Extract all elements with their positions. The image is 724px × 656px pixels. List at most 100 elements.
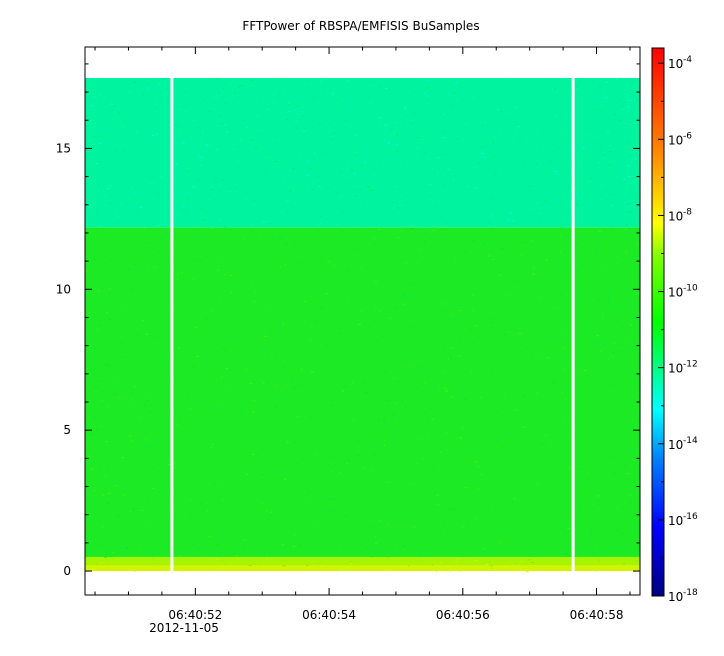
texture-cell: [473, 167, 477, 169]
texture-cell: [123, 121, 126, 123]
texture-cell: [479, 536, 482, 538]
texture-cell: [90, 468, 93, 470]
texture-cell: [451, 253, 454, 255]
texture-cell: [189, 513, 193, 515]
texture-cell: [92, 416, 96, 418]
texture-cell: [637, 242, 640, 244]
texture-cell: [522, 395, 526, 397]
texture-cell: [508, 385, 511, 387]
texture-cell: [377, 418, 380, 420]
texture-cell: [238, 243, 241, 245]
texture-cell: [351, 161, 353, 163]
texture-cell: [88, 404, 89, 406]
texture-cell: [500, 111, 503, 112]
texture-cell: [530, 405, 534, 407]
texture-cell: [518, 181, 520, 183]
texture-cell: [308, 168, 311, 169]
texture-cell: [637, 340, 640, 341]
texture-cell: [281, 542, 283, 544]
texture-cell: [442, 172, 445, 174]
texture-cell: [266, 510, 268, 512]
texture-cell: [621, 105, 624, 107]
texture-cell: [383, 423, 386, 425]
texture-cell: [526, 489, 530, 491]
texture-cell: [543, 470, 545, 472]
texture-cell: [392, 239, 394, 240]
texture-cell: [396, 237, 400, 239]
texture-cell: [125, 279, 128, 281]
texture-cell: [379, 161, 381, 163]
texture-cell: [562, 369, 565, 371]
texture-cell: [532, 273, 536, 275]
texture-cell: [484, 197, 487, 199]
texture-cell: [404, 549, 406, 551]
texture-cell: [463, 441, 465, 443]
texture-cell: [592, 371, 596, 373]
texture-cell: [243, 174, 247, 176]
texture-cell: [308, 549, 312, 551]
texture-cell: [119, 162, 122, 164]
texture-cell: [563, 347, 567, 349]
texture-cell: [628, 99, 632, 101]
texture-cell: [128, 284, 131, 285]
texture-cell: [121, 203, 124, 205]
texture-cell: [355, 135, 358, 137]
texture-cell: [283, 191, 285, 193]
texture-cell: [570, 205, 572, 207]
texture-cell: [589, 121, 592, 123]
texture-cell: [201, 400, 204, 402]
texture-cell: [151, 199, 154, 201]
texture-cell: [309, 340, 312, 341]
texture-cell: [331, 116, 335, 118]
texture-cell: [218, 184, 220, 186]
texture-cell: [111, 378, 115, 379]
texture-cell: [195, 305, 198, 307]
texture-cell: [616, 492, 618, 494]
texture-cell: [633, 315, 636, 317]
texture-cell: [394, 544, 397, 546]
texture-cell: [346, 80, 350, 82]
texture-cell: [85, 223, 88, 225]
texture-cell: [407, 261, 409, 263]
texture-cell: [105, 441, 108, 443]
y-tick-label: 15: [56, 141, 71, 155]
texture-cell: [362, 381, 364, 383]
texture-cell: [370, 267, 373, 268]
texture-cell: [255, 147, 257, 149]
texture-cell: [471, 294, 475, 296]
texture-cell: [254, 91, 256, 93]
texture-cell: [178, 108, 181, 110]
texture-cell: [541, 389, 545, 391]
texture-cell: [557, 199, 559, 201]
texture-cell: [284, 149, 287, 151]
texture-cell: [341, 501, 343, 503]
texture-cell: [145, 393, 148, 395]
texture-cell: [221, 88, 225, 90]
texture-cell: [136, 149, 138, 151]
texture-cell: [136, 438, 139, 440]
texture-cell: [236, 541, 238, 543]
texture-cell: [561, 110, 563, 112]
texture-cell: [123, 472, 125, 474]
texture-cell: [406, 115, 408, 117]
texture-cell: [471, 103, 473, 105]
y-tick-label: 0: [63, 564, 71, 578]
texture-cell: [441, 218, 444, 220]
texture-cell: [418, 500, 420, 501]
texture-cell: [436, 201, 440, 203]
texture-cell: [163, 529, 165, 531]
texture-cell: [112, 552, 116, 554]
texture-cell: [205, 144, 209, 146]
texture-cell: [108, 190, 110, 192]
texture-cell: [628, 480, 632, 482]
texture-cell: [507, 345, 509, 347]
texture-cell: [629, 502, 633, 504]
texture-cell: [90, 171, 93, 173]
texture-cell: [123, 494, 125, 496]
texture-cell: [253, 301, 257, 303]
texture-cell: [612, 499, 616, 501]
texture-cell: [338, 549, 340, 551]
texture-cell: [215, 570, 219, 571]
texture-cell: [214, 96, 216, 98]
texture-cell: [458, 192, 460, 194]
